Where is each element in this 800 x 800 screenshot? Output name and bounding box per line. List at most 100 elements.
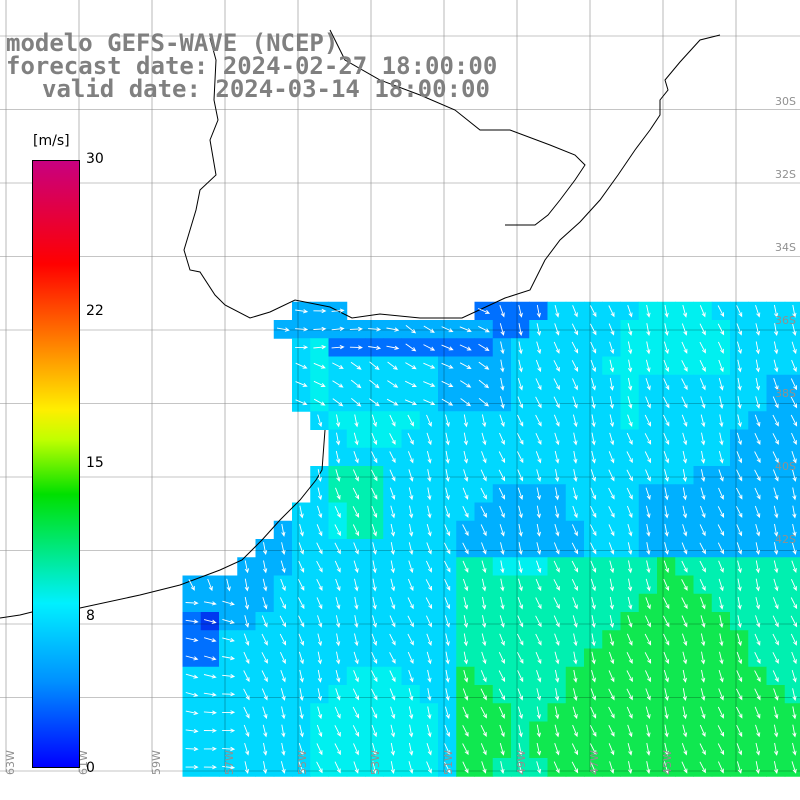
wind-arrow (390, 542, 395, 556)
wind-arrow (263, 742, 268, 756)
wind-arrow (790, 414, 798, 427)
wind-arrow (336, 651, 341, 665)
wind-arrow (718, 469, 724, 482)
wind-arrow (369, 361, 380, 371)
wind-arrow (334, 524, 341, 537)
wind-arrow (441, 380, 454, 387)
wind-arrow (772, 396, 779, 409)
wind-arrow (280, 670, 286, 683)
wind-arrow (350, 361, 362, 370)
wind-arrow (590, 506, 597, 518)
wind-arrow (790, 633, 797, 646)
wind-arrow (536, 670, 542, 683)
wind-arrow (499, 524, 505, 537)
wind-arrow (244, 596, 250, 610)
wind-arrow (426, 761, 432, 774)
wind-arrow (261, 688, 268, 701)
wind-arrow (609, 560, 615, 574)
wind-arrow (736, 305, 743, 318)
wind-arrow (444, 505, 450, 519)
wind-arrow (462, 725, 469, 737)
wind-arrow (313, 344, 327, 350)
wind-arrow (243, 724, 250, 738)
wind-arrow (718, 578, 724, 592)
wind-arrow (517, 377, 523, 391)
wind-arrow (609, 396, 614, 410)
wind-arrow (499, 396, 505, 409)
wind-arrow (664, 688, 669, 702)
wind-arrow (481, 578, 487, 592)
wind-arrow (663, 761, 669, 774)
wind-arrow (389, 469, 396, 482)
wind-arrow (405, 380, 417, 387)
wind-arrow (389, 597, 396, 610)
wind-arrow (498, 487, 505, 500)
wind-arrow (226, 578, 231, 592)
wind-arrow (407, 414, 414, 427)
wind-arrow (299, 724, 304, 738)
wind-arrow (644, 414, 651, 427)
wind-arrow (518, 359, 523, 373)
wind-arrow (516, 633, 524, 646)
wind-arrow (590, 542, 597, 555)
wind-arrow (627, 742, 633, 756)
wind-arrow (353, 451, 359, 464)
wind-arrow (390, 742, 395, 756)
wind-arrow (644, 615, 651, 628)
wind-arrow (500, 596, 505, 610)
wind-arrow (463, 596, 469, 610)
wind-arrow (608, 743, 615, 756)
wind-arrow (737, 633, 742, 647)
wind-arrow (718, 688, 724, 701)
lon-label: 47W (588, 750, 601, 775)
wind-arrow (299, 669, 304, 683)
wind-arrow (772, 597, 779, 610)
wind-arrow (222, 637, 235, 643)
wind-arrow (372, 578, 377, 592)
wind-arrow (317, 487, 323, 501)
wind-arrow (736, 725, 743, 738)
wind-arrow (772, 414, 779, 427)
wind-arrow (718, 359, 724, 373)
wind-arrow (737, 615, 742, 629)
wind-cell (784, 466, 800, 485)
wind-arrow (664, 505, 669, 519)
wind-arrow (243, 688, 250, 701)
wind-arrow (368, 345, 382, 350)
wind-arrow (553, 542, 560, 555)
wind-arrow (352, 506, 360, 518)
wind-arrow (389, 688, 396, 701)
wind-arrow (773, 560, 779, 574)
wind-arrow (423, 344, 436, 351)
wind-arrow (536, 304, 541, 318)
wind-arrow (460, 380, 472, 388)
wind-arrow (627, 596, 633, 610)
wind-arrow (663, 341, 669, 355)
wind-arrow (445, 669, 450, 683)
wind-arrow (389, 451, 396, 464)
wind-arrow (353, 743, 359, 756)
wind-arrow (222, 710, 236, 715)
wind-arrow (754, 633, 761, 646)
wind-arrow (554, 651, 560, 665)
wind-arrow (608, 469, 615, 482)
wind-arrow (754, 451, 761, 464)
wind-arrow (573, 688, 578, 702)
wind-arrow (372, 596, 377, 610)
wind-arrow (628, 761, 633, 775)
wind-arrow (554, 323, 560, 336)
lat-label: 36S (775, 314, 796, 327)
wind-arrow (222, 746, 236, 752)
wind-arrow (350, 379, 362, 389)
wind-arrow (335, 487, 341, 500)
wind-arrow (773, 487, 779, 501)
wind-arrow (553, 579, 560, 591)
wind-arrow (316, 761, 323, 774)
wind-arrow (332, 362, 344, 369)
wind-arrow (736, 323, 743, 336)
wind-arrow (773, 706, 779, 720)
wind-arrow (609, 359, 615, 373)
wind-arrow (423, 399, 436, 406)
wind-arrow (646, 742, 651, 756)
wind-arrow (500, 761, 505, 775)
